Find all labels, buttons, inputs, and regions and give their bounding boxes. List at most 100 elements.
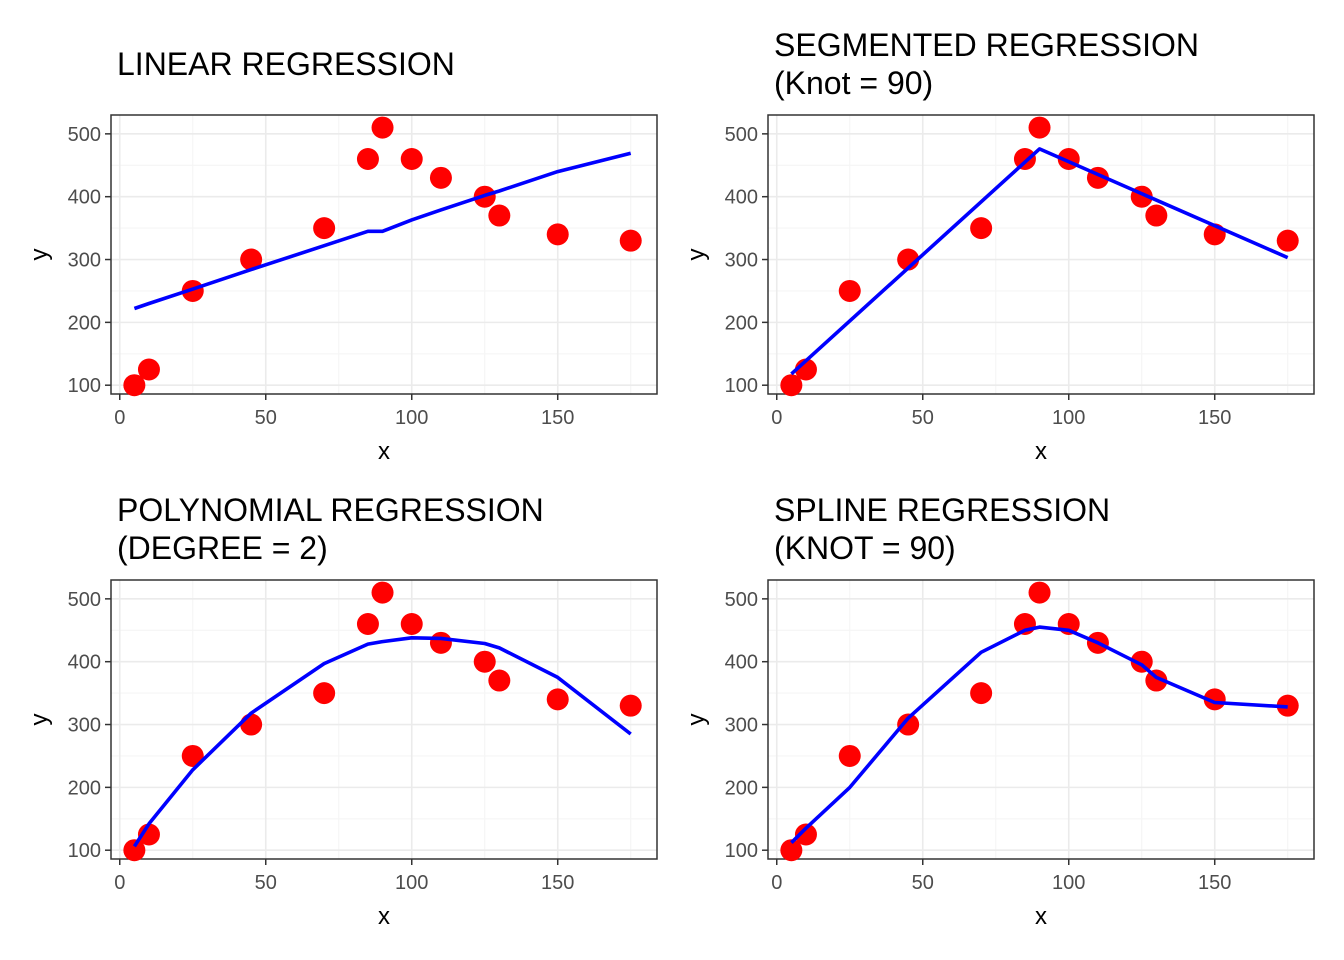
chart-panel: 0 50 100 150 100 200 300 400 500 x y LINEAR REGRESS… bbox=[26, 46, 658, 465]
chart-title: SEGMENTED REGRESSION bbox=[774, 27, 1199, 63]
x-axis-title: x bbox=[1035, 903, 1047, 930]
y-tick-label: 400 bbox=[68, 652, 101, 674]
panel-border bbox=[110, 114, 658, 395]
data-point bbox=[400, 147, 423, 170]
data-point bbox=[838, 279, 861, 302]
y-tick-label: 100 bbox=[68, 840, 101, 862]
data-point bbox=[123, 374, 146, 397]
y-tick-label: 100 bbox=[725, 375, 758, 397]
data-point bbox=[473, 650, 496, 673]
chart-title: (DEGREE = 2) bbox=[117, 530, 328, 566]
data-point bbox=[780, 374, 803, 397]
panel-background bbox=[111, 115, 657, 394]
data-point bbox=[970, 217, 993, 240]
data-point bbox=[546, 223, 569, 246]
x-tick-label: 100 bbox=[1052, 872, 1085, 894]
y-tick-label: 400 bbox=[725, 652, 758, 674]
y-tick-label: 200 bbox=[68, 312, 101, 334]
data-point bbox=[1276, 229, 1299, 252]
data-point bbox=[181, 744, 204, 767]
data-point bbox=[240, 713, 263, 736]
data-point bbox=[1145, 204, 1168, 227]
y-tick-label: 200 bbox=[725, 312, 758, 334]
y-tick-label: 500 bbox=[725, 589, 758, 611]
data-point bbox=[546, 688, 569, 711]
fit-line bbox=[790, 147, 1289, 376]
y-axis-title: y bbox=[26, 249, 53, 261]
x-axis-title: x bbox=[378, 438, 390, 465]
y-tick-label: 300 bbox=[68, 250, 101, 272]
data-point bbox=[429, 166, 452, 189]
chart-panel: 0 50 100 150 100 200 300 400 500 x y SEGMENTED REGR… bbox=[683, 27, 1315, 465]
data-point bbox=[356, 147, 379, 170]
x-tick-label: 100 bbox=[395, 407, 428, 429]
data-point bbox=[371, 581, 394, 604]
y-tick-label: 300 bbox=[725, 715, 758, 737]
x-tick-label: 100 bbox=[395, 872, 428, 894]
data-point bbox=[488, 204, 511, 227]
x-tick-label: 0 bbox=[771, 872, 782, 894]
data-point bbox=[1013, 147, 1036, 170]
y-tick-label: 300 bbox=[68, 715, 101, 737]
x-tick-label: 150 bbox=[1198, 872, 1231, 894]
data-point bbox=[488, 669, 511, 692]
data-point bbox=[970, 682, 993, 705]
panel-background bbox=[768, 115, 1314, 394]
fit-line bbox=[132, 636, 632, 848]
data-point bbox=[137, 823, 160, 846]
y-tick-label: 400 bbox=[725, 187, 758, 209]
chart-title: SPLINE REGRESSION bbox=[774, 492, 1110, 528]
chart-panel: 0 50 100 150 100 200 300 400 500 x y SPLINE REGRESS… bbox=[683, 492, 1315, 930]
x-tick-label: 50 bbox=[912, 872, 934, 894]
x-tick-label: 100 bbox=[1052, 407, 1085, 429]
data-point bbox=[429, 631, 452, 654]
x-tick-label: 50 bbox=[255, 407, 277, 429]
fit-line bbox=[790, 625, 1288, 844]
y-tick-label: 300 bbox=[725, 250, 758, 272]
y-tick-label: 200 bbox=[725, 777, 758, 799]
data-point bbox=[1130, 650, 1153, 673]
y-axis-title: y bbox=[683, 714, 710, 726]
data-point bbox=[240, 248, 263, 271]
x-tick-label: 150 bbox=[541, 872, 574, 894]
data-point bbox=[1203, 688, 1226, 711]
x-tick-label: 150 bbox=[541, 407, 574, 429]
data-point bbox=[123, 839, 146, 862]
y-axis-title: y bbox=[683, 249, 710, 261]
x-axis-title: x bbox=[378, 903, 390, 930]
y-tick-label: 100 bbox=[725, 840, 758, 862]
data-point bbox=[356, 612, 379, 635]
y-tick-label: 500 bbox=[725, 124, 758, 146]
chart-title: LINEAR REGRESSION bbox=[117, 46, 455, 82]
y-axis-title: y bbox=[26, 714, 53, 726]
y-tick-label: 400 bbox=[68, 187, 101, 209]
data-point bbox=[794, 823, 817, 846]
x-tick-label: 0 bbox=[114, 407, 125, 429]
y-tick-label: 500 bbox=[68, 124, 101, 146]
x-tick-label: 50 bbox=[912, 407, 934, 429]
data-point bbox=[1028, 116, 1051, 139]
fit-line bbox=[133, 151, 632, 311]
x-axis-title: x bbox=[1035, 438, 1047, 465]
y-tick-label: 500 bbox=[68, 589, 101, 611]
x-tick-label: 0 bbox=[771, 407, 782, 429]
data-point bbox=[619, 694, 642, 717]
y-tick-label: 200 bbox=[68, 777, 101, 799]
panel-border bbox=[110, 579, 658, 860]
data-point bbox=[313, 682, 336, 705]
panel-border bbox=[767, 114, 1315, 395]
data-point bbox=[137, 358, 160, 381]
chart-title: POLYNOMIAL REGRESSION bbox=[117, 492, 544, 528]
chart-title: (Knot = 90) bbox=[774, 65, 933, 101]
chart-title: (KNOT = 90) bbox=[774, 530, 956, 566]
chart-panel: 0 50 100 150 100 200 300 400 500 x y POLYNOMIAL REG… bbox=[26, 492, 658, 930]
x-tick-label: 150 bbox=[1198, 407, 1231, 429]
data-point bbox=[313, 217, 336, 240]
data-point bbox=[619, 229, 642, 252]
data-point bbox=[838, 744, 861, 767]
panel-background bbox=[111, 580, 657, 859]
x-tick-label: 0 bbox=[114, 872, 125, 894]
data-point bbox=[400, 612, 423, 635]
